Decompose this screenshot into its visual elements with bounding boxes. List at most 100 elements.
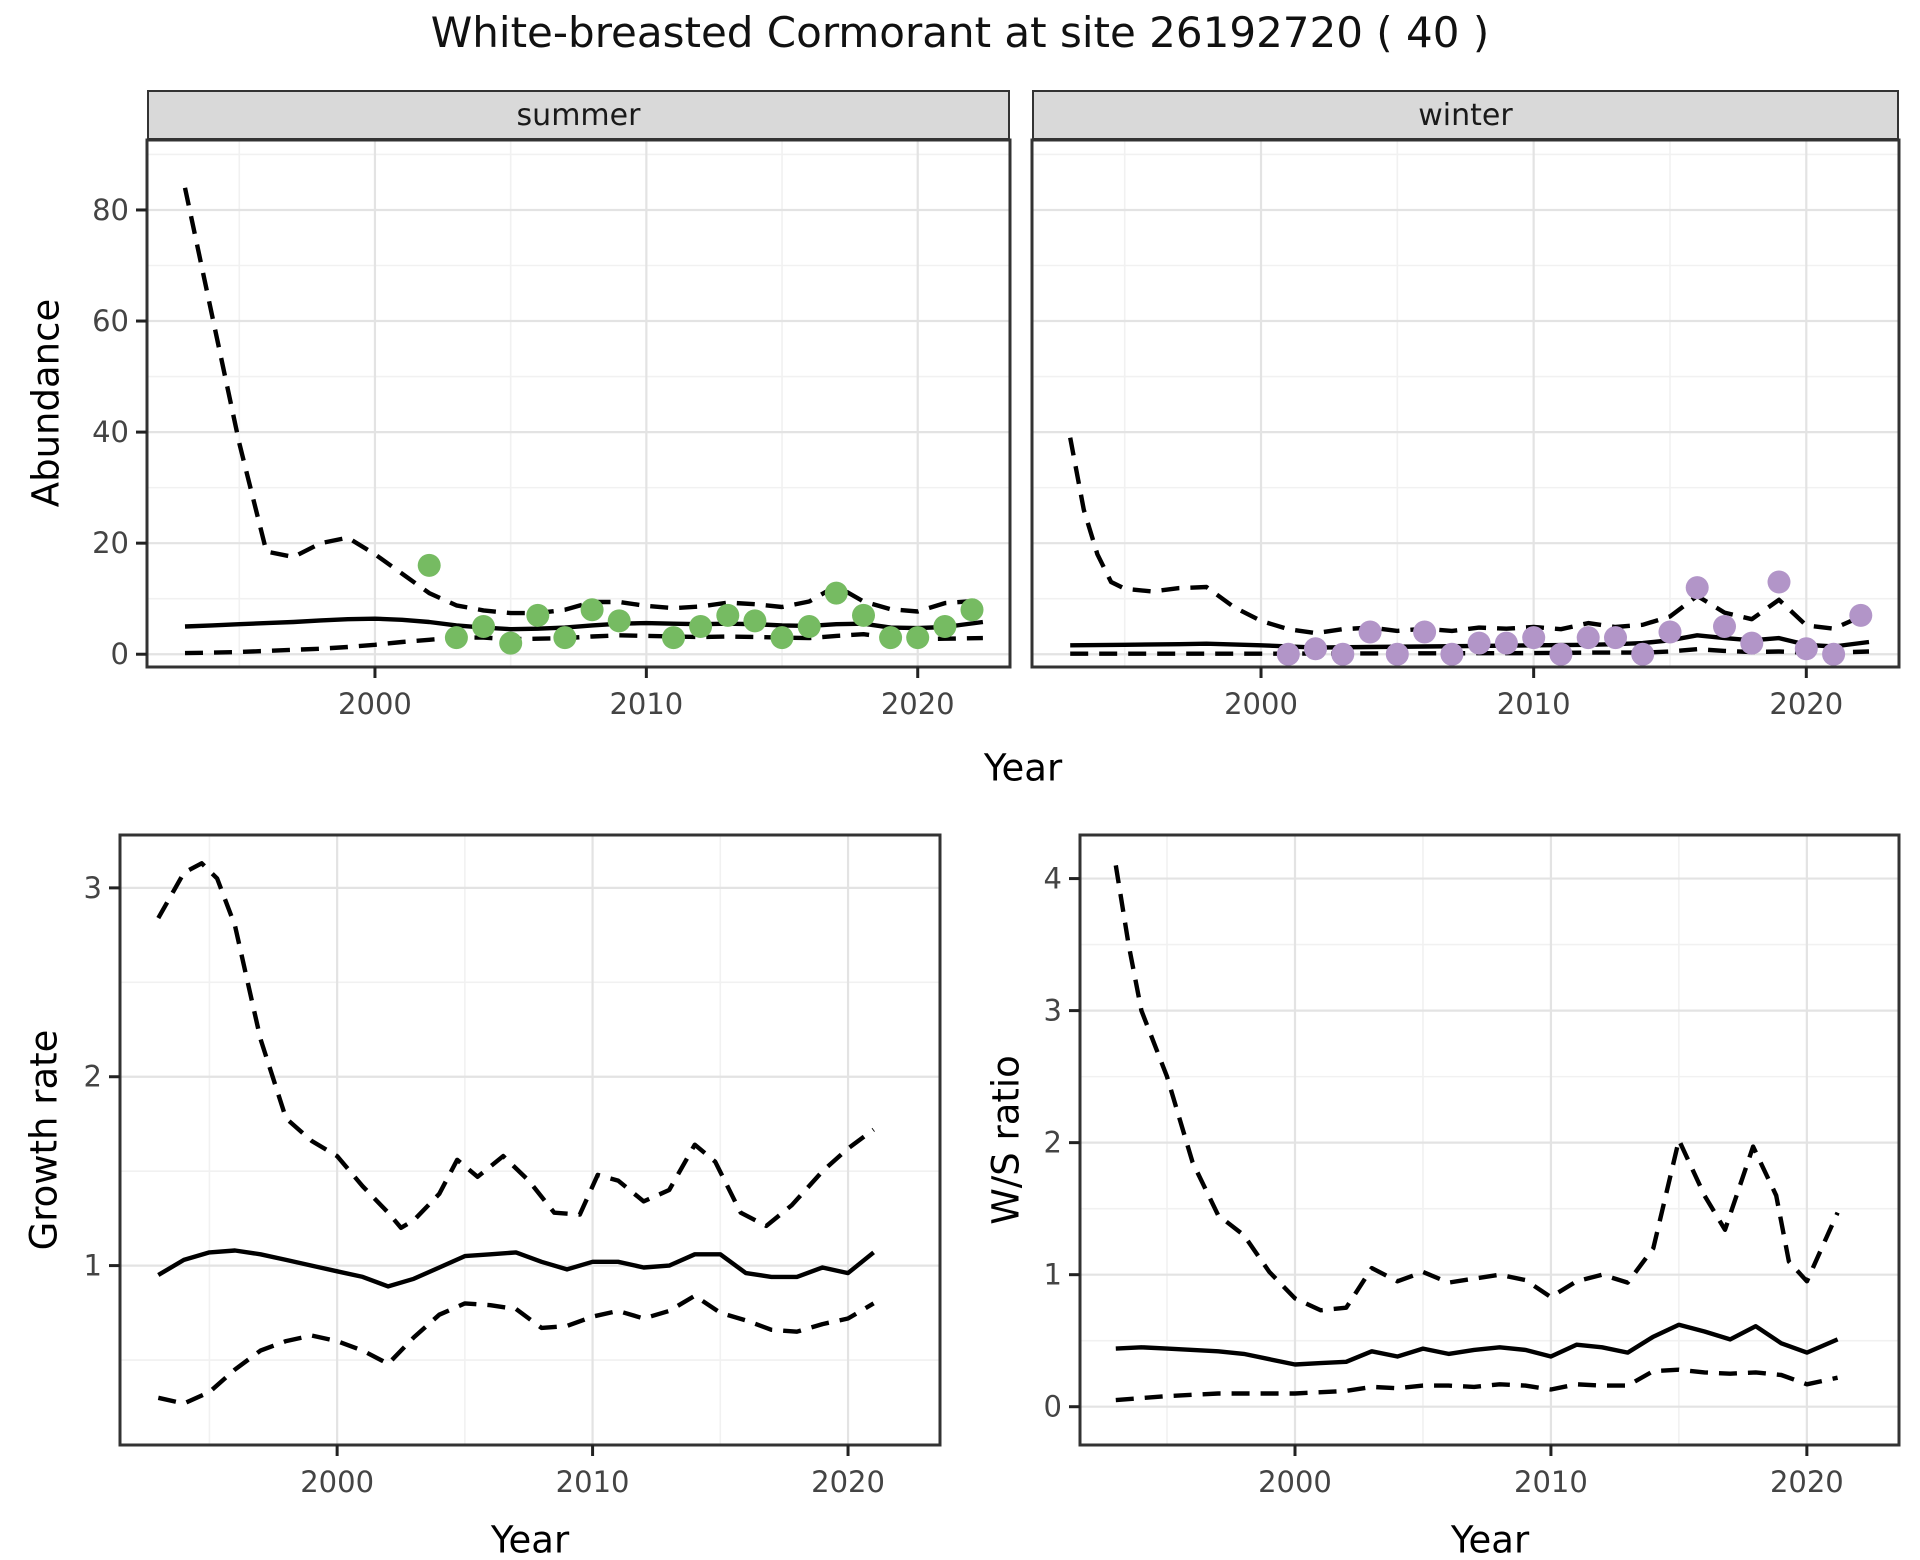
y-tick-label: 80 <box>92 193 129 227</box>
x-tick-label: 2010 <box>1514 1465 1588 1499</box>
growth-rate-upper-ci-line <box>156 861 875 1231</box>
abundance-winter-data-point <box>1522 626 1546 650</box>
abundance-summer-data-point <box>499 631 523 655</box>
abundance-winter-data-point <box>1631 642 1655 666</box>
abundance-winter-data-point <box>1549 642 1573 666</box>
x-axis-title-year-growth: Year <box>490 1518 570 1560</box>
abundance-summer-upper-ci-line <box>182 187 984 616</box>
abundance-winter-data-point <box>1358 620 1382 644</box>
y-tick-label: 2 <box>1044 1126 1062 1160</box>
panel-growth-rate: 2000 2010 2020 1 2 3 <box>84 833 942 1499</box>
abundance-summer-data-point <box>662 626 685 650</box>
abundance-summer-data-point <box>960 598 984 622</box>
x-tick-label: 2010 <box>1497 687 1571 721</box>
panel-ws-ratio: 2000 2010 2020 0 1 2 3 4 <box>1044 833 1901 1499</box>
y-tick-label: 1 <box>84 1249 102 1283</box>
abundance-summer-data-point <box>553 626 577 650</box>
growth-rate-fit-line <box>157 1248 875 1289</box>
abundance-winter-data-point <box>1604 626 1627 650</box>
ws-ratio-upper-ci-line <box>1113 865 1840 1313</box>
x-tick-label: 2020 <box>811 1465 885 1499</box>
abundance-summer-data-point <box>770 626 794 650</box>
panel-border <box>118 833 942 1447</box>
abundance-winter-data-point <box>1494 631 1518 655</box>
abundance-winter-data-point <box>1849 603 1873 627</box>
abundance-summer-data-point <box>472 615 495 638</box>
x-tick-label: 2020 <box>1769 687 1843 721</box>
abundance-winter-data-point <box>1304 637 1327 661</box>
y-axis-title-growth-rate: Growth rate <box>22 1029 66 1251</box>
x-axis-title-year-top: Year <box>983 746 1063 790</box>
panel-abundance-winter: 2000 2010 2020 <box>1030 138 1901 721</box>
abundance-winter-data-point <box>1685 576 1709 600</box>
panel-background <box>147 140 1010 667</box>
y-tick-label: 3 <box>84 871 102 905</box>
y-tick-label: 3 <box>1044 994 1062 1028</box>
abundance-summer-data-point <box>580 598 604 622</box>
abundance-summer-data-point <box>933 615 957 638</box>
facet-strip-summer-label: summer <box>516 97 641 133</box>
abundance-winter-data-point <box>1576 626 1600 650</box>
ws-ratio-fit-line <box>1115 1322 1839 1367</box>
y-axis-title-ws-ratio: W/S ratio <box>984 1055 1028 1225</box>
y-tick-label: 0 <box>111 637 129 671</box>
abundance-winter-data-point <box>1276 642 1300 666</box>
abundance-winter-upper-ci-line <box>1068 437 1870 636</box>
y-axis-title-abundance: Abundance <box>24 298 68 508</box>
y-tick-label: 60 <box>92 304 129 338</box>
panel-border <box>1078 833 1901 1447</box>
abundance-summer-data-point <box>444 626 468 650</box>
facet-strip-summer: summer <box>147 90 1010 140</box>
x-tick-label: 2000 <box>300 1465 374 1499</box>
x-tick-label: 2000 <box>338 687 412 721</box>
y-tick-label: 0 <box>1044 1390 1062 1424</box>
y-tick-label: 20 <box>92 526 129 560</box>
y-tick-label: 40 <box>92 415 129 449</box>
abundance-summer-data-point <box>716 603 740 627</box>
facet-strip-winter: winter <box>1032 90 1899 140</box>
abundance-summer-data-point <box>689 615 713 638</box>
abundance-winter-data-point <box>1658 620 1682 644</box>
facet-strip-winter-label: winter <box>1418 97 1513 133</box>
abundance-winter-data-point <box>1440 642 1464 666</box>
abundance-winter-data-point <box>1740 631 1764 655</box>
abundance-winter-data-point <box>1713 615 1736 638</box>
abundance-winter-data-point <box>1331 642 1355 666</box>
abundance-winter-data-point <box>1822 642 1846 666</box>
abundance-summer-data-point <box>743 609 767 633</box>
abundance-summer-data-point <box>852 603 875 627</box>
x-tick-label: 2020 <box>881 687 955 721</box>
x-tick-label: 2010 <box>609 687 683 721</box>
ws-ratio-lower-ci-line <box>1115 1367 1839 1403</box>
y-tick-label: 4 <box>1044 862 1062 896</box>
abundance-summer-data-point <box>526 603 550 627</box>
x-tick-label: 2020 <box>1770 1465 1844 1499</box>
x-tick-label: 2000 <box>1224 687 1298 721</box>
abundance-summer-data-point <box>824 581 848 605</box>
panel-abundance-summer: 2000 2010 2020 0 20 40 60 80 <box>92 138 1012 721</box>
abundance-winter-data-point <box>1767 570 1791 594</box>
abundance-winter-data-point <box>1794 637 1818 661</box>
panel-background <box>120 835 940 1445</box>
abundance-summer-data-point <box>607 609 631 633</box>
abundance-winter-data-point <box>1413 620 1437 644</box>
abundance-summer-lower-ci-line <box>184 632 983 656</box>
panel-background <box>1080 835 1899 1445</box>
abundance-winter-data-point <box>1467 631 1491 655</box>
y-tick-label: 2 <box>84 1060 102 1094</box>
chart-title: White-breasted Cormorant at site 2619272… <box>430 8 1490 57</box>
y-tick-label: 1 <box>1044 1258 1062 1292</box>
abundance-summer-data-point <box>906 626 930 650</box>
abundance-summer-data-point <box>417 553 441 577</box>
abundance-summer-data-point <box>797 615 821 638</box>
panel-background <box>1032 140 1899 667</box>
abundance-summer-data-point <box>879 626 903 650</box>
panel-border <box>1030 138 1901 669</box>
abundance-summer-fit-line <box>184 616 984 632</box>
x-tick-label: 2000 <box>1258 1465 1332 1499</box>
abundance-winter-data-point <box>1385 642 1409 666</box>
x-tick-label: 2010 <box>556 1465 630 1499</box>
x-axis-title-year-ws: Year <box>1450 1518 1530 1560</box>
